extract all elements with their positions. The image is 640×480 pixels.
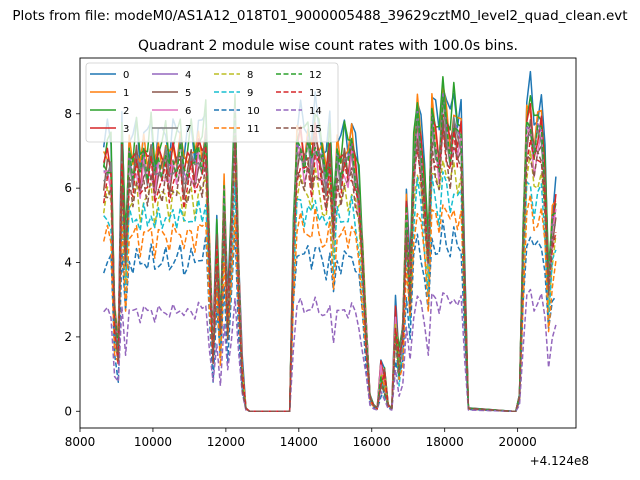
legend-box [85, 62, 339, 143]
figure-suptitle: Plots from file: modeM0/AS1A12_018T01_90… [12, 8, 627, 24]
legend-label-13: 13 [309, 88, 322, 99]
legend-label-6: 6 [185, 106, 191, 117]
legend-label-11: 11 [247, 124, 260, 135]
chart-title: Quadrant 2 module wise count rates with … [138, 38, 518, 54]
plot-frame [79, 57, 577, 429]
legend-label-4: 4 [185, 70, 191, 81]
y-tick-label: 0 [64, 404, 72, 418]
legend-label-15: 15 [309, 124, 322, 135]
legend-label-7: 7 [185, 124, 191, 135]
series-line-12 [103, 96, 557, 413]
y-tick-label: 6 [64, 181, 72, 195]
legend-label-3: 3 [123, 124, 129, 135]
x-tick-label: 12000 [207, 435, 245, 449]
y-tick-label: 4 [64, 256, 72, 270]
series-line-11 [102, 194, 557, 413]
x-offset-text: +4.124e8 [530, 454, 589, 468]
legend-label-1: 1 [123, 88, 129, 99]
series-line-7 [103, 96, 556, 413]
x-tick-label: 20000 [499, 435, 537, 449]
legend-label-12: 12 [309, 70, 322, 81]
legend-label-5: 5 [185, 88, 191, 99]
y-tick-label: 8 [64, 107, 72, 121]
legend-label-2: 2 [123, 106, 129, 117]
series-line-10 [102, 219, 557, 413]
x-tick-label: 8000 [65, 435, 96, 449]
x-tick-label: 14000 [280, 435, 318, 449]
series-line-15 [103, 123, 557, 413]
series-line-14 [103, 288, 557, 413]
x-tick-label: 18000 [426, 435, 464, 449]
legend-label-10: 10 [247, 106, 260, 117]
x-axis: 8000 10000 12000 14000 16000 18000 20000 [65, 428, 537, 449]
x-tick-label: 10000 [134, 435, 172, 449]
legend-label-9: 9 [247, 88, 253, 99]
y-tick-label: 2 [64, 330, 72, 344]
legend-label-8: 8 [247, 70, 253, 81]
y-axis: 0 2 4 6 8 [64, 107, 80, 418]
legend-label-14: 14 [309, 106, 322, 117]
legend-label-0: 0 [123, 70, 129, 81]
series-line-9 [103, 171, 557, 413]
x-tick-label: 16000 [353, 435, 391, 449]
